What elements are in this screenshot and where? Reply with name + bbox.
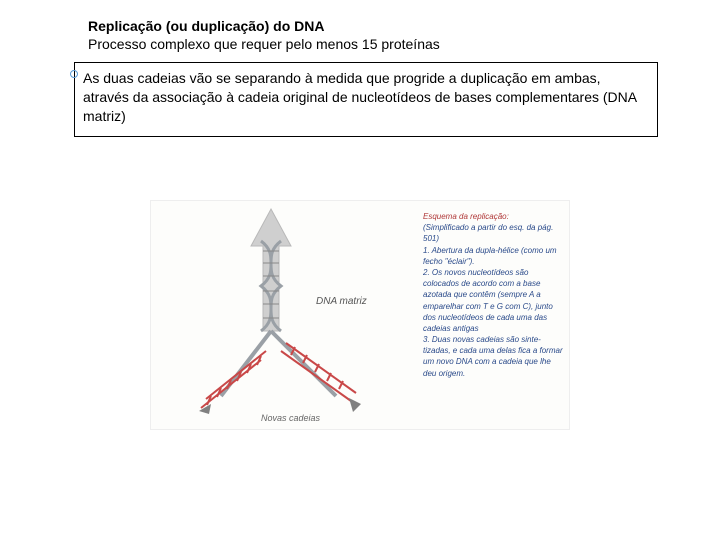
novas-cadeias-label: Novas cadeias: [261, 413, 320, 423]
figure-caption: Esquema da replicação: (Simplificado a p…: [423, 211, 563, 379]
caption-line-2: 2. Os novos nucleotídeos são colocados d…: [423, 267, 563, 334]
caption-title: Esquema da replicação:: [423, 211, 563, 222]
dna-matrix-label: DNA matriz: [316, 296, 367, 307]
page-subtitle: Processo complexo que requer pelo menos …: [88, 36, 650, 52]
dna-figure: DNA matriz Novas cadeias Esquema da repl…: [150, 200, 570, 430]
description-box: As duas cadeias vão se separando à medid…: [74, 62, 658, 137]
page-title: Replicação (ou duplicação) do DNA: [88, 18, 650, 34]
bullet-icon: [70, 70, 78, 78]
caption-line-1: 1. Abertura da dupla-hélice (como um fec…: [423, 245, 563, 267]
dna-diagram-icon: [151, 201, 421, 426]
caption-line-3: 3. Duas novas cadeias são sinte-tizadas,…: [423, 334, 563, 379]
caption-sub: (Simplificado a partir do esq. da pág. 5…: [423, 222, 563, 244]
